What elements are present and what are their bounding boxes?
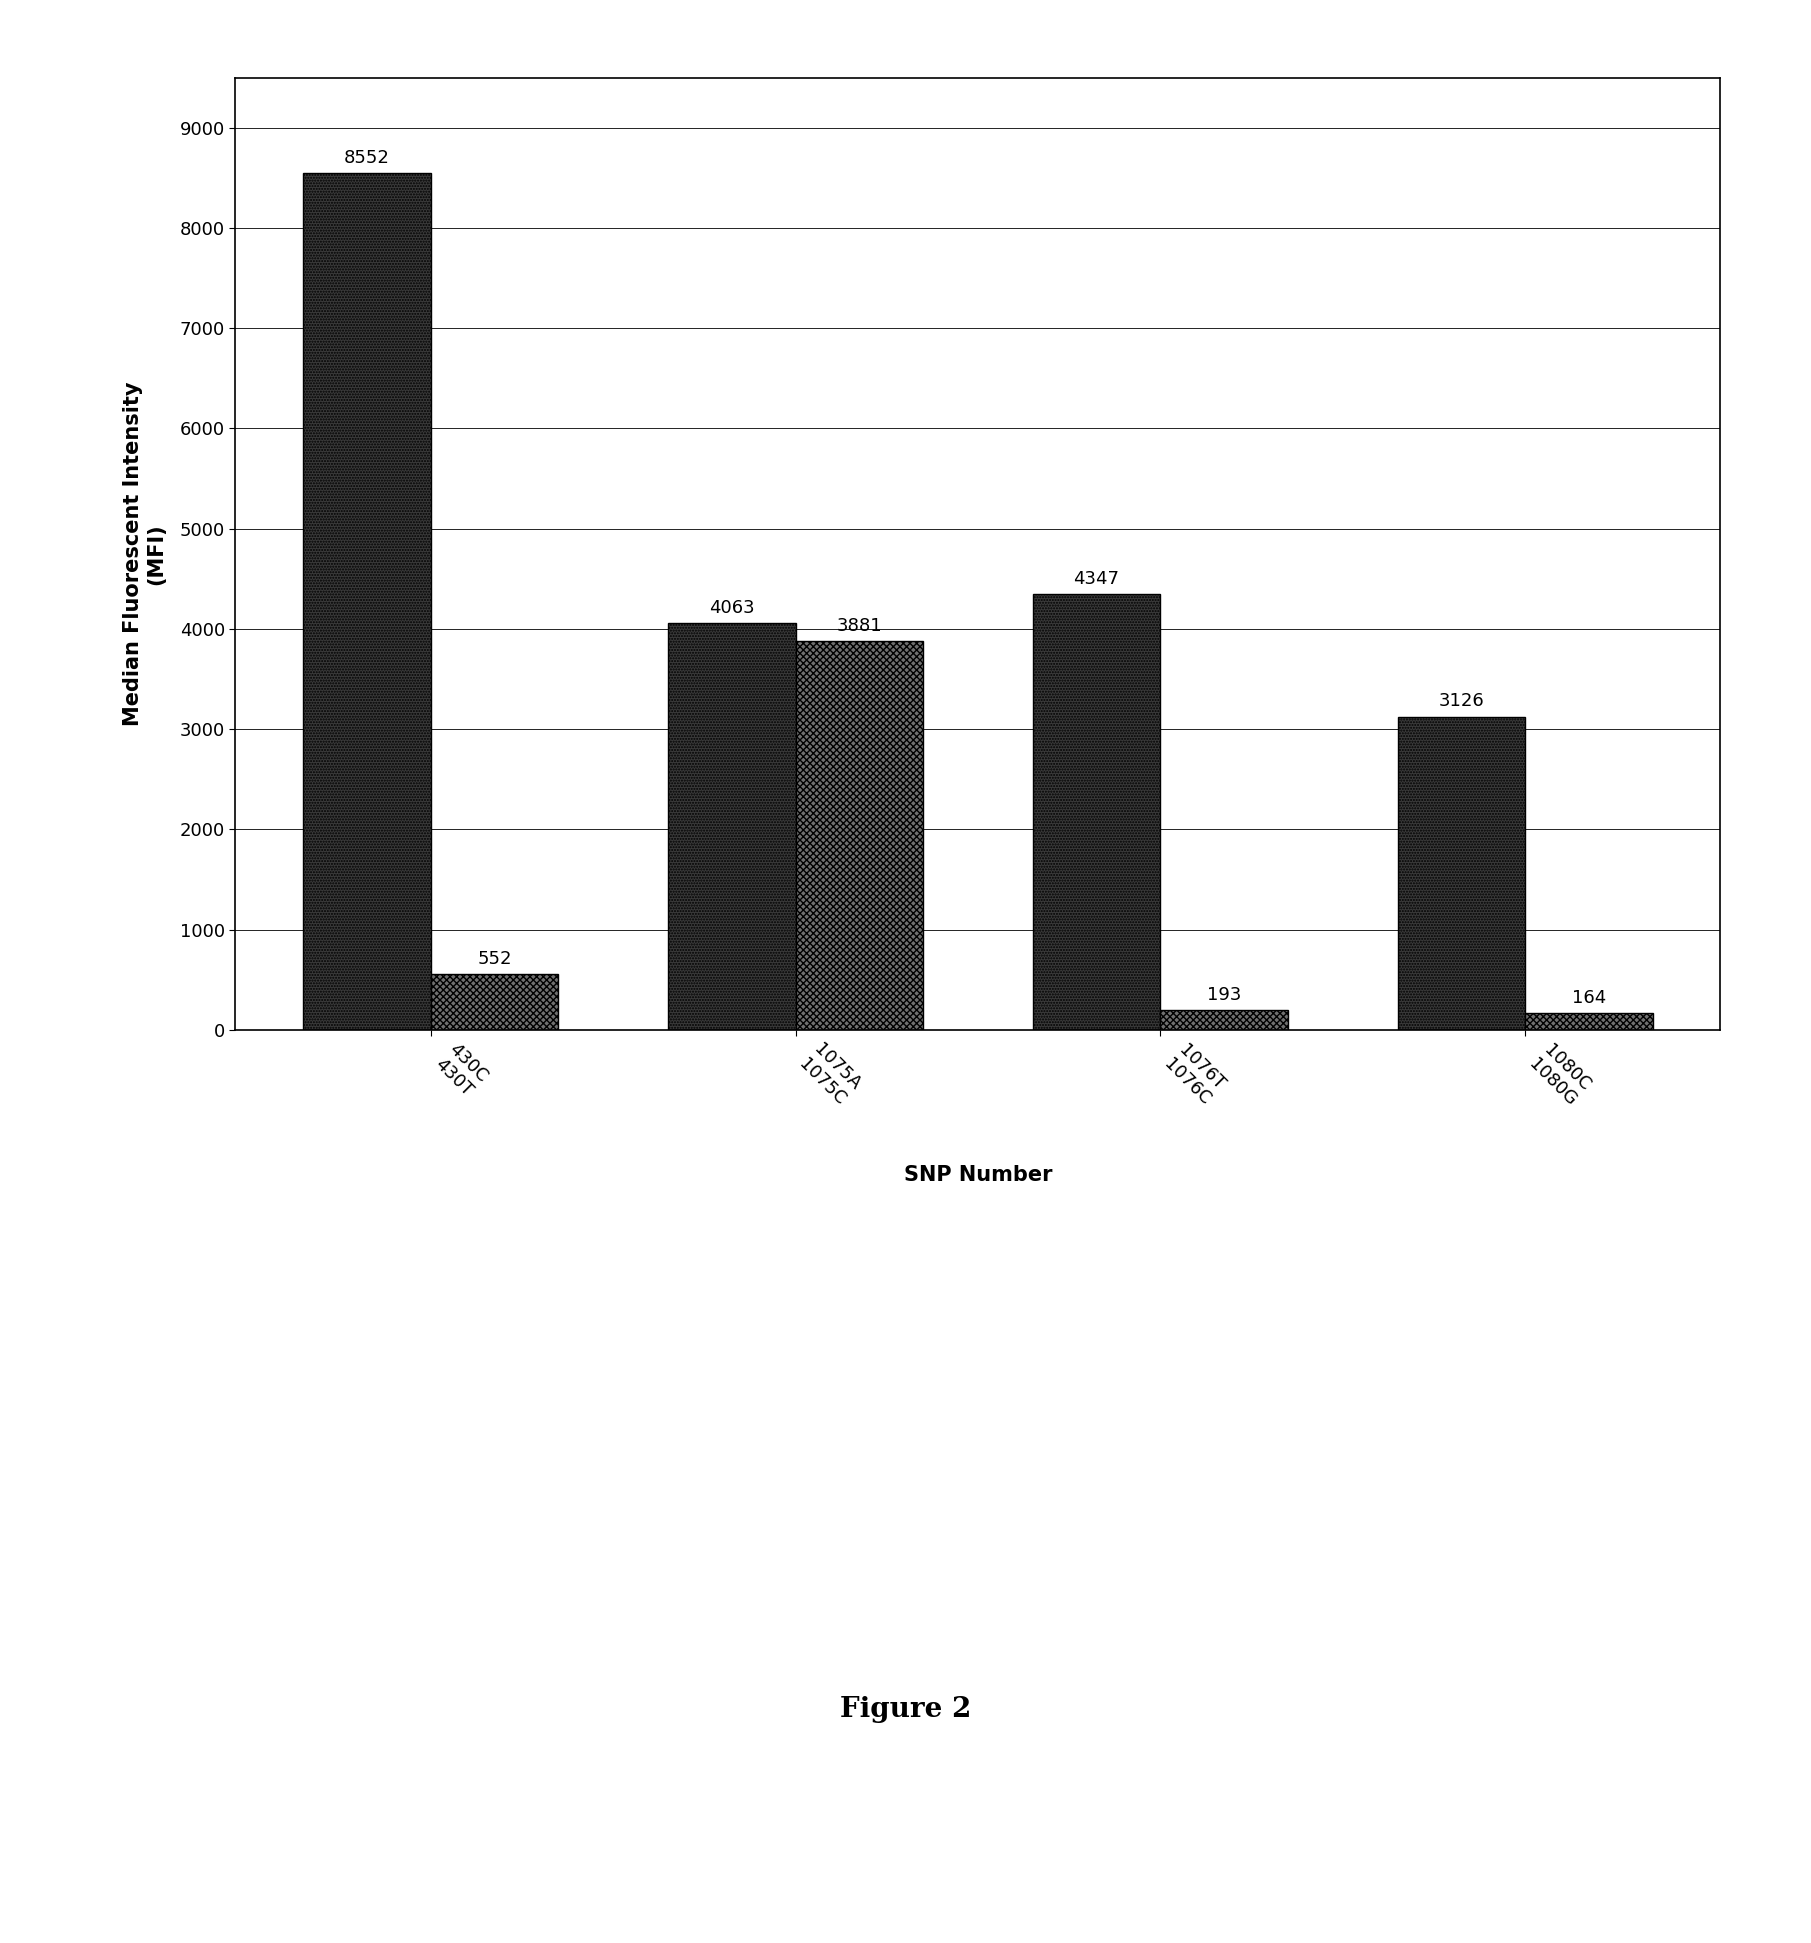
Text: 552: 552 (478, 950, 513, 968)
Bar (302, 173, 431, 1030)
X-axis label: SNP Number: SNP Number (904, 1166, 1052, 1185)
Bar (1161, 1010, 1288, 1030)
Text: 4063: 4063 (708, 598, 755, 616)
Bar (1525, 1014, 1653, 1030)
Text: 8552: 8552 (344, 150, 389, 167)
Text: 4347: 4347 (1074, 569, 1119, 589)
Text: 3881: 3881 (837, 616, 882, 635)
Text: Figure 2: Figure 2 (840, 1696, 971, 1723)
Bar (1032, 595, 1161, 1030)
Text: 164: 164 (1572, 989, 1606, 1006)
Y-axis label: Median Fluorescent Intensity
(MFI): Median Fluorescent Intensity (MFI) (123, 381, 167, 727)
Text: 3126: 3126 (1438, 692, 1485, 711)
Bar (668, 622, 795, 1030)
Bar (431, 975, 558, 1030)
Bar (795, 641, 924, 1030)
Bar (1398, 717, 1525, 1030)
Text: 193: 193 (1208, 987, 1241, 1005)
